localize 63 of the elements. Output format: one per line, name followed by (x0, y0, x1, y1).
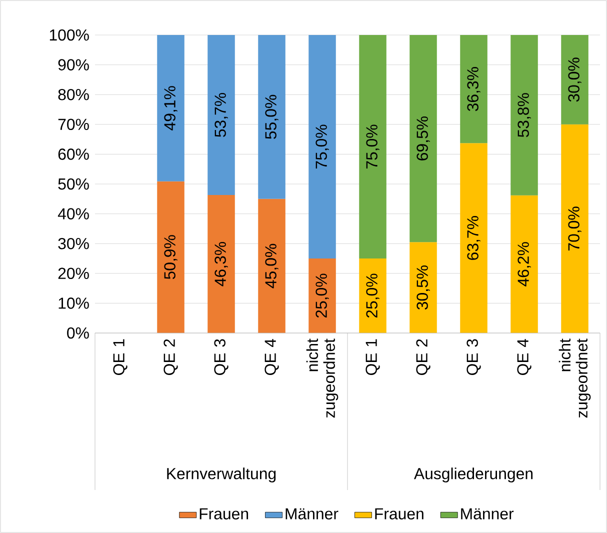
x-tick-label: QE 3 (214, 339, 228, 375)
legend-label: Frauen (200, 508, 248, 520)
y-tick-label: 0% (67, 327, 89, 339)
bar (359, 258, 386, 333)
data-label: 50,9% (164, 235, 178, 280)
x-tick-label: QE 4 (517, 338, 532, 375)
x-tick-label: QE 2 (164, 339, 178, 375)
bar (460, 143, 488, 333)
data-label: 49,1% (164, 86, 178, 130)
data-label: 30,0% (568, 58, 582, 102)
bar (208, 195, 235, 333)
bar (208, 34, 235, 196)
data-label: 70,0% (568, 206, 582, 250)
data-label: 46,3% (214, 242, 228, 286)
bar (359, 34, 386, 258)
bar (157, 181, 184, 333)
bar (258, 34, 286, 199)
bar (510, 34, 538, 196)
y-tick-label: 100% (50, 29, 89, 41)
text: Ausgliederungen (414, 468, 533, 482)
data-label: 45,0% (265, 244, 278, 288)
data-label: 25,0% (366, 274, 380, 318)
data-label: 53,8% (518, 93, 531, 138)
y-tick-label: 50% (58, 178, 89, 190)
y-tick-label: 70% (58, 118, 89, 130)
data-label: 30,5% (416, 266, 430, 310)
x-tick-label: QE 4 (264, 338, 279, 375)
x-tick-label: QE 2 (416, 339, 430, 375)
y-tick-label: 40% (58, 208, 89, 220)
bar (561, 34, 588, 124)
data-label: 36,3% (467, 67, 480, 112)
data-label: 75,0% (366, 124, 380, 169)
legend-label: Männer (461, 508, 514, 520)
legend-label: Frauen (375, 508, 424, 520)
y-tick-label: 10% (58, 298, 89, 309)
bar (308, 258, 336, 333)
y-tick-label: 90% (58, 59, 89, 70)
data-label: 75,0% (316, 124, 329, 169)
data-label: 63,7% (467, 216, 480, 260)
y-tick-label: 20% (58, 268, 89, 280)
bar (157, 34, 184, 182)
x-tick-label: nicht zugeordnet (306, 338, 338, 418)
bar (561, 124, 588, 333)
x-tick-label: QE 1 (113, 339, 128, 375)
y-tick-label: 80% (58, 88, 89, 100)
legend-label: Männer (286, 508, 338, 520)
data-label: 69,5% (416, 116, 430, 160)
data-label: 46,2% (518, 242, 531, 286)
bar (258, 198, 286, 333)
data-label: 55,0% (265, 94, 278, 139)
bar (410, 34, 437, 242)
y-tick-label: 30% (58, 238, 89, 250)
bar (510, 195, 538, 333)
y-tick-label: 60% (58, 148, 89, 160)
bar (460, 34, 488, 144)
x-tick-label: QE 1 (366, 339, 380, 375)
bar (410, 242, 437, 333)
text: Kernverwaltung (167, 468, 276, 482)
data-label: 53,7% (214, 92, 228, 137)
bar (308, 34, 336, 258)
data-label: 25,0% (316, 274, 329, 318)
x-tick-label: QE 3 (466, 339, 481, 375)
x-tick-label: nicht zugeordnet (558, 338, 591, 418)
